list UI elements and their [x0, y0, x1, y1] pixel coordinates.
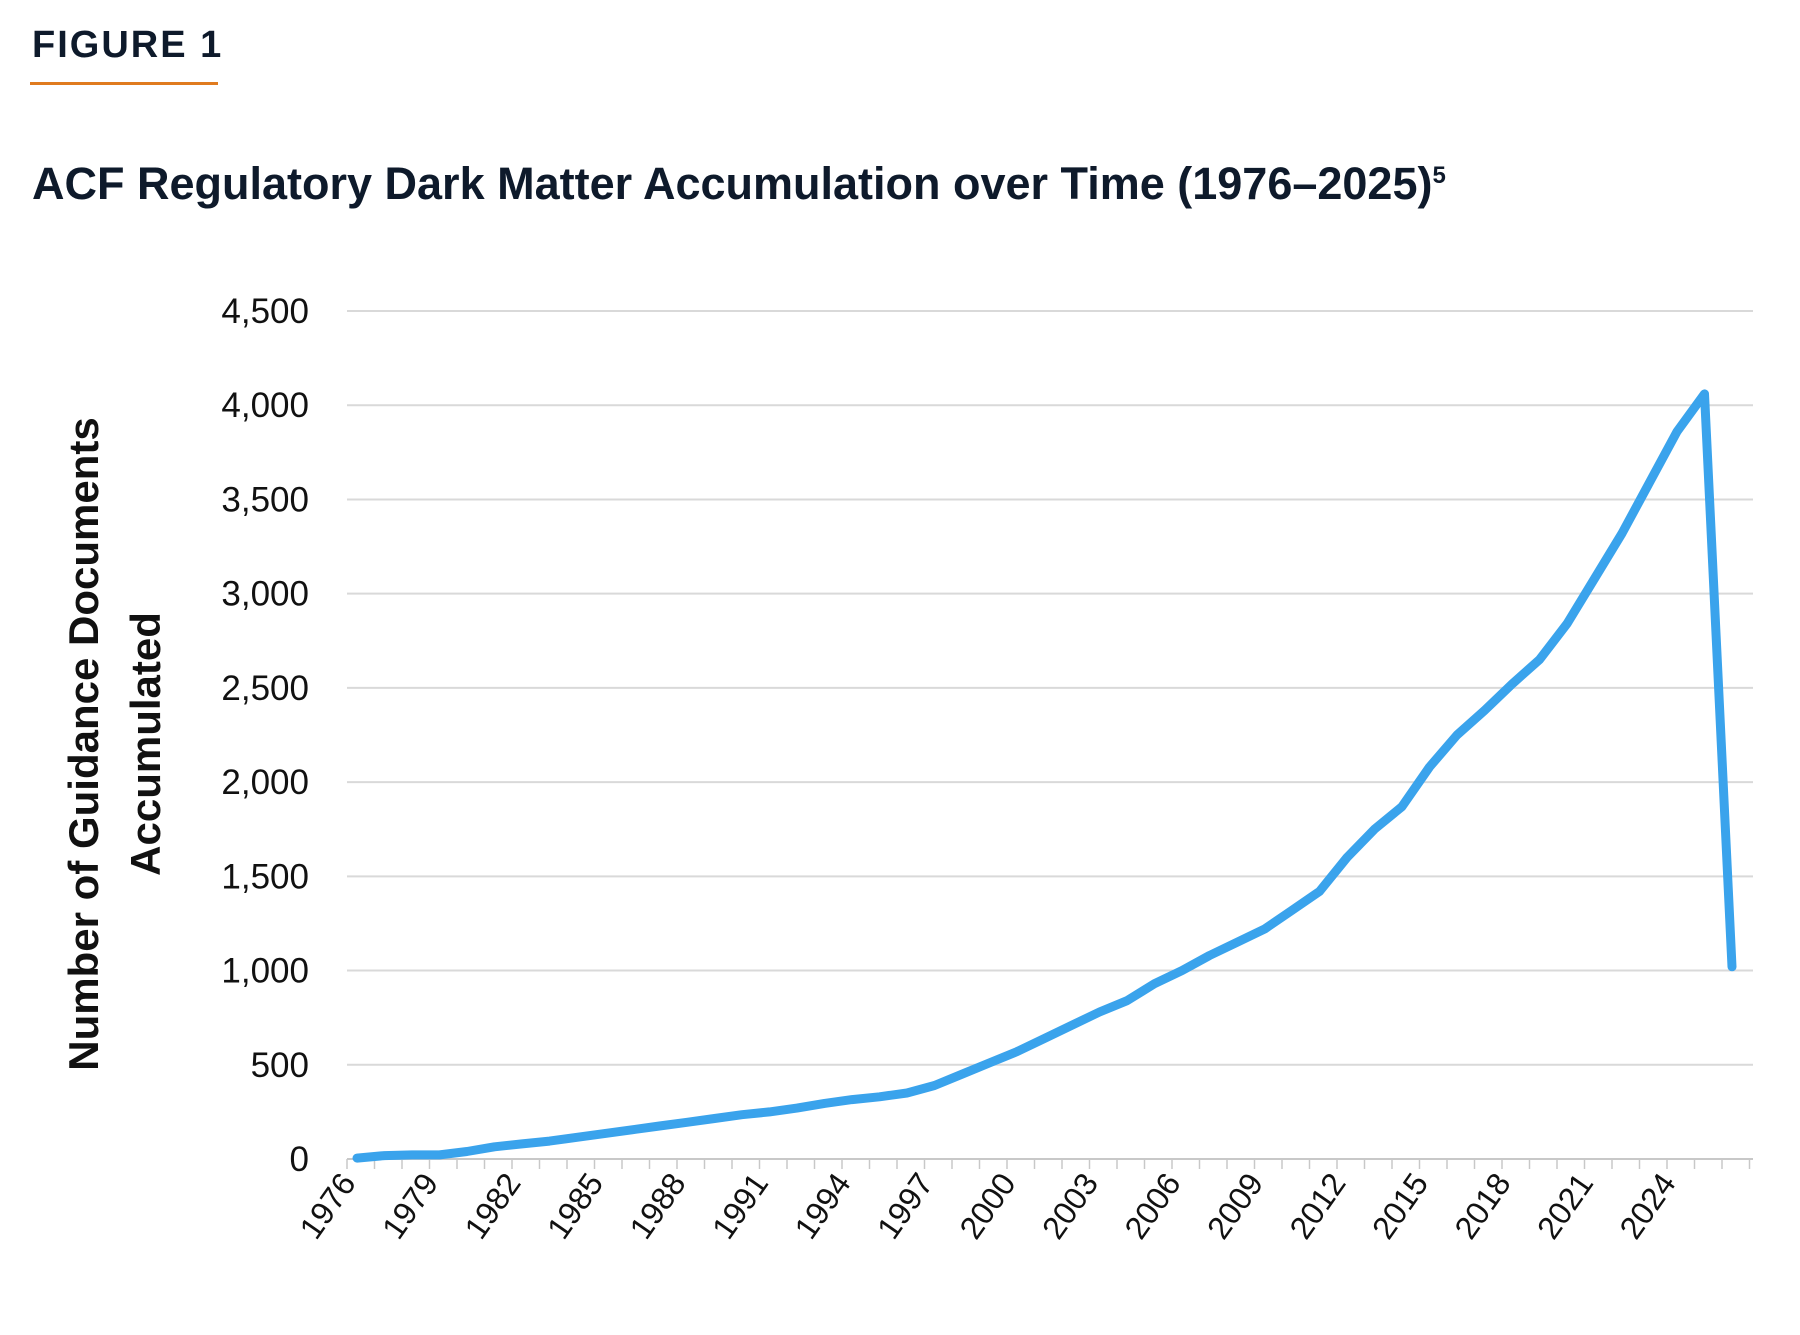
x-tick-label: 2024 — [1612, 1166, 1682, 1245]
y-tick-label: 3,000 — [221, 575, 309, 614]
y-tick-label: 3,500 — [221, 480, 309, 519]
y-tick-label: 4,000 — [221, 386, 309, 425]
x-tick-label: 2000 — [952, 1166, 1022, 1245]
y-axis-title: Number of Guidance Documents Accumulated — [60, 417, 169, 1070]
x-tick-label: 1988 — [622, 1166, 692, 1245]
x-tick-label: 2006 — [1117, 1166, 1187, 1245]
x-tick-label: 2003 — [1035, 1166, 1105, 1245]
y-tick-label: 1,000 — [221, 952, 309, 991]
y-axis-ticks: 0 500 1,000 1,500 2,000 2,500 3,000 3,500 4,000 4… — [221, 292, 309, 1179]
x-tick-label: 1985 — [540, 1166, 610, 1245]
x-axis — [346, 1158, 1753, 1169]
x-tick-label: 2021 — [1530, 1166, 1600, 1245]
x-tick-label: 1982 — [457, 1166, 527, 1245]
series-layer — [352, 389, 1737, 1163]
figure-label-underline — [30, 82, 218, 85]
x-tick-label: 1997 — [870, 1166, 940, 1245]
chart-title-footnote: 5 — [1432, 162, 1446, 189]
x-tick-label: 2015 — [1365, 1166, 1435, 1245]
y-tick-label: 2,000 — [221, 763, 309, 802]
series-line — [352, 389, 1737, 1163]
x-tick-label: 2009 — [1200, 1166, 1270, 1245]
y-axis-title-line2: Accumulated — [122, 612, 169, 876]
x-axis-ticks: 1976 1979 1982 1985 1988 1991 1994 1997 2000 2003… — [292, 1166, 1682, 1245]
x-tick-label: 1991 — [705, 1166, 775, 1245]
figure-label: FIGURE 1 — [32, 24, 224, 66]
y-axis-title-line1: Number of Guidance Documents — [60, 417, 107, 1070]
y-tick-label: 2,500 — [221, 669, 309, 708]
chart-title: ACF Regulatory Dark Matter Accumulation … — [32, 158, 1446, 210]
y-tick-label: 4,500 — [221, 292, 309, 331]
x-tick-label: 2012 — [1282, 1166, 1352, 1245]
gridlines — [347, 310, 1753, 1066]
chart-title-text: ACF Regulatory Dark Matter Accumulation … — [32, 158, 1433, 209]
y-tick-label: 0 — [290, 1140, 309, 1179]
x-tick-label: 2018 — [1447, 1166, 1517, 1245]
y-tick-label: 1,500 — [221, 857, 309, 896]
x-tick-label: 1994 — [787, 1166, 857, 1245]
x-tick-label: 1979 — [375, 1166, 445, 1245]
y-tick-label: 500 — [251, 1046, 309, 1085]
